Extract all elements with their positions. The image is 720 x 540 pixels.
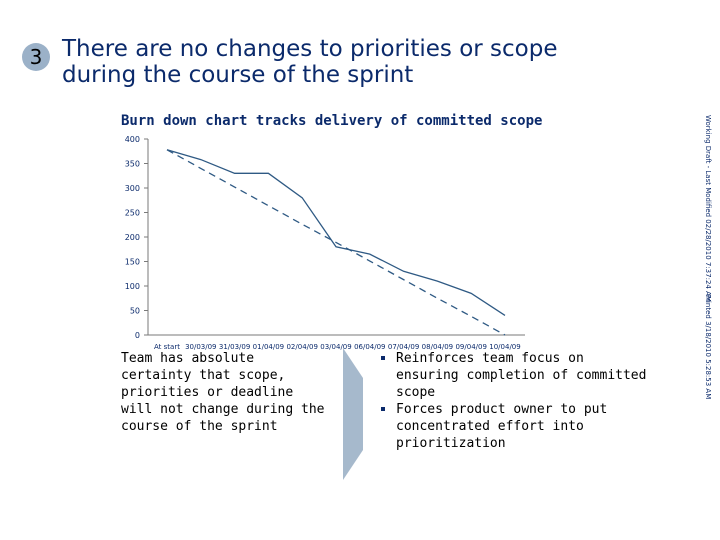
- x-tick-label: 31/03/09: [219, 343, 250, 351]
- burn-down-chart: 0 50 100 150 200 250 300 350 400 At start 30/03/09…: [125, 135, 525, 351]
- slide-title: There are no changes to priorities or sc…: [62, 36, 682, 88]
- certainty-text: Team has absolute certainty that scope, …: [121, 351, 325, 434]
- x-tick-label: 06/04/09: [354, 343, 385, 351]
- x-tick-label: 03/04/09: [320, 343, 351, 351]
- benefits-list: Reinforces team focus on ensuring comple…: [378, 350, 648, 452]
- slide-number-badge: 3: [22, 43, 50, 71]
- chart-title: Burn down chart tracks delivery of commi…: [121, 113, 543, 129]
- x-tick-label: 09/04/09: [455, 343, 486, 351]
- y-tick-label: 400: [125, 135, 140, 144]
- x-tick-label: 30/03/09: [185, 343, 216, 351]
- ideal-burndown-line: [166, 149, 506, 336]
- x-tick-label: 08/04/09: [422, 343, 453, 351]
- chevron-arrow-icon: [343, 348, 363, 480]
- y-tick-label: 350: [125, 160, 140, 169]
- x-tick-label: 01/04/09: [253, 343, 284, 351]
- benefit-item: Reinforces team focus on ensuring comple…: [378, 350, 648, 401]
- y-tick-label: 50: [130, 307, 140, 316]
- slide-title-line-2: during the course of the sprint: [62, 62, 414, 88]
- y-tick-label: 300: [125, 184, 140, 193]
- y-tick-label: 200: [125, 233, 140, 242]
- y-tick-label: 0: [135, 331, 140, 340]
- draft-note: Working Draft - Last Modified 02/28/2010…: [704, 115, 712, 302]
- x-tick-label: 02/04/09: [286, 343, 317, 351]
- y-tick-label: 250: [125, 209, 140, 218]
- slide-title-line-1: There are no changes to priorities or sc…: [62, 36, 558, 62]
- x-tick-label: 10/04/09: [489, 343, 520, 351]
- y-tick-label: 150: [125, 258, 140, 267]
- print-note: Printed 3/18/2010 5:28:53 AM: [704, 294, 712, 400]
- y-tick-label: 100: [125, 282, 140, 291]
- benefit-item: Forces product owner to put concentrated…: [378, 401, 648, 452]
- actual-burndown-line: [166, 149, 506, 316]
- x-tick-label: At start: [154, 343, 180, 351]
- x-tick-label: 07/04/09: [388, 343, 419, 351]
